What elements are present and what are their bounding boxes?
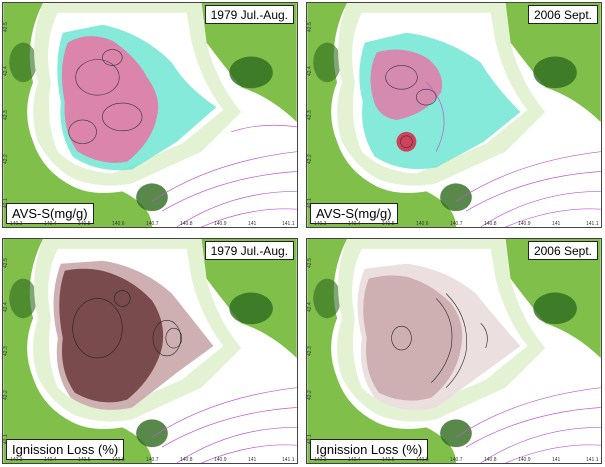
y-tick-label: 42.5 — [3, 258, 9, 268]
y-tick-label: 42.4 — [307, 66, 313, 76]
x-tick-label: 140.9 — [214, 221, 227, 227]
variable-label: AVS-S(mg/g) — [6, 203, 94, 224]
x-tick-label: 141 — [248, 221, 257, 227]
variable-label: Ignission Loss (%) — [6, 439, 125, 460]
x-tick-label: 140.3 — [10, 221, 23, 227]
y-tick-label: 42.5 — [307, 22, 313, 32]
x-tick-label: 140.7 — [450, 221, 463, 227]
panel-il-2006: 2006 Sept. Ignission Loss (%) — [306, 238, 602, 464]
y-tick-label: 42.3 — [3, 110, 9, 120]
map-avs-2006 — [306, 2, 602, 228]
x-tick-label: 140.4 — [44, 221, 57, 227]
y-tick-label: 42.1 — [307, 434, 313, 444]
period-label: 2006 Sept. — [527, 5, 598, 24]
x-tick-label: 140.9 — [518, 457, 531, 463]
period-label: 1979 Jul.-Aug. — [204, 241, 294, 260]
map-avs-1979 — [2, 2, 298, 228]
x-tick-label: 140.7 — [146, 221, 159, 227]
il-region-mid — [363, 275, 463, 401]
variable-label: Ignission Loss (%) — [310, 439, 429, 460]
panel-avs-1979: 1979 Jul.-Aug. AVS-S(mg/g) — [2, 2, 298, 228]
x-tick-label: 141 — [248, 457, 257, 463]
x-tick-label: 140.4 — [44, 457, 57, 463]
x-tick-label: 140.4 — [348, 221, 361, 227]
x-tick-label: 140.6 — [416, 221, 429, 227]
x-tick-label: 140.5 — [382, 457, 395, 463]
avs-hotspot — [396, 131, 417, 152]
panel-il-1979: 1979 Jul.-Aug. Ignission Loss (%) — [2, 238, 298, 464]
period-label: 2006 Sept. — [527, 241, 598, 260]
y-tick-label: 42.3 — [307, 110, 313, 120]
x-tick-label: 140.8 — [484, 457, 497, 463]
x-tick-label: 140.3 — [314, 457, 327, 463]
x-tick-label: 140.3 — [314, 221, 327, 227]
mountain-south — [136, 183, 168, 212]
y-tick-label: 42.1 — [307, 198, 313, 208]
mountain-west — [9, 42, 38, 83]
y-tick-label: 42.5 — [307, 258, 313, 268]
y-tick-label: 42.3 — [3, 346, 9, 356]
mountain-east — [229, 56, 273, 89]
y-tick-label: 42.1 — [3, 434, 9, 444]
map-il-1979 — [2, 238, 298, 464]
y-tick-label: 42.3 — [307, 346, 313, 356]
x-tick-label: 140.9 — [214, 457, 227, 463]
map-il-2006 — [306, 238, 602, 464]
x-tick-label: 140.8 — [484, 221, 497, 227]
x-tick-label: 141 — [552, 457, 561, 463]
x-tick-label: 141.1 — [586, 221, 599, 227]
y-tick-label: 42.2 — [3, 390, 9, 400]
x-tick-label: 141 — [552, 221, 561, 227]
land-west — [3, 3, 152, 227]
y-tick-label: 42.2 — [3, 154, 9, 164]
x-tick-label: 140.4 — [348, 457, 361, 463]
x-tick-label: 140.6 — [112, 457, 125, 463]
x-tick-label: 140.8 — [180, 221, 193, 227]
period-label: 1979 Jul.-Aug. — [204, 5, 294, 24]
x-tick-label: 140.9 — [518, 221, 531, 227]
x-tick-label: 140.8 — [180, 457, 193, 463]
avs-region-pink — [61, 36, 159, 163]
y-tick-label: 42.4 — [3, 66, 9, 76]
bathymetry-contours — [151, 124, 297, 227]
y-tick-label: 42.1 — [3, 198, 9, 208]
y-tick-label: 42.4 — [307, 302, 313, 312]
x-tick-label: 140.3 — [10, 457, 23, 463]
y-tick-label: 42.2 — [307, 154, 313, 164]
variable-label: AVS-S(mg/g) — [310, 203, 398, 224]
y-tick-label: 42.5 — [3, 22, 9, 32]
x-tick-label: 140.5 — [78, 221, 91, 227]
x-tick-label: 140.5 — [382, 221, 395, 227]
x-tick-label: 140.6 — [112, 221, 125, 227]
x-tick-label: 141.1 — [282, 457, 295, 463]
x-tick-label: 140.6 — [416, 457, 429, 463]
x-tick-label: 140.7 — [450, 457, 463, 463]
panel-avs-2006: 2006 Sept. AVS-S(mg/g) — [306, 2, 602, 228]
y-tick-label: 42.2 — [307, 390, 313, 400]
x-tick-label: 140.5 — [78, 457, 91, 463]
x-tick-label: 141.1 — [282, 221, 295, 227]
avs-contours — [68, 49, 143, 145]
y-tick-label: 42.4 — [3, 302, 9, 312]
x-tick-label: 141.1 — [586, 457, 599, 463]
avs-region-pink — [370, 49, 443, 120]
x-tick-label: 140.7 — [146, 457, 159, 463]
